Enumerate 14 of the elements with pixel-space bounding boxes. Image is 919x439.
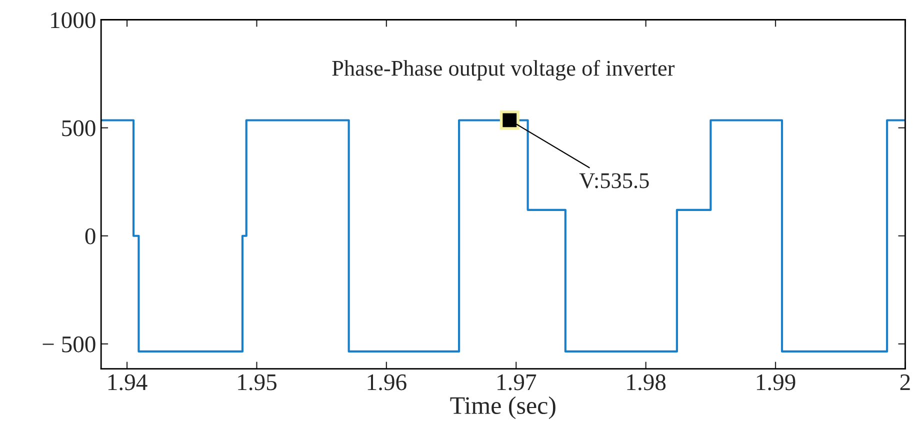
x-tick-label: 2 xyxy=(900,374,910,390)
x-tick-label: 1.95 xyxy=(238,374,276,390)
y-tick-label: 0 xyxy=(85,228,96,244)
x-axis-title: Time (sec) xyxy=(450,396,556,420)
y-tick-label: − 500 xyxy=(42,336,96,352)
text: Phase-Phase output voltage of inverter xyxy=(332,60,675,80)
x-tick-label: 1.98 xyxy=(627,374,666,390)
annotation: V:535.5 xyxy=(579,173,649,188)
x-tick-label: 1.99 xyxy=(756,374,796,390)
y-tick-label: 1000 xyxy=(51,12,96,28)
x-tick-label: 1.97 xyxy=(498,374,536,390)
x-tick-label: 1.94 xyxy=(108,374,148,390)
x-tick-label: 1.96 xyxy=(368,374,406,390)
y-tick-label: 500 xyxy=(62,120,96,136)
